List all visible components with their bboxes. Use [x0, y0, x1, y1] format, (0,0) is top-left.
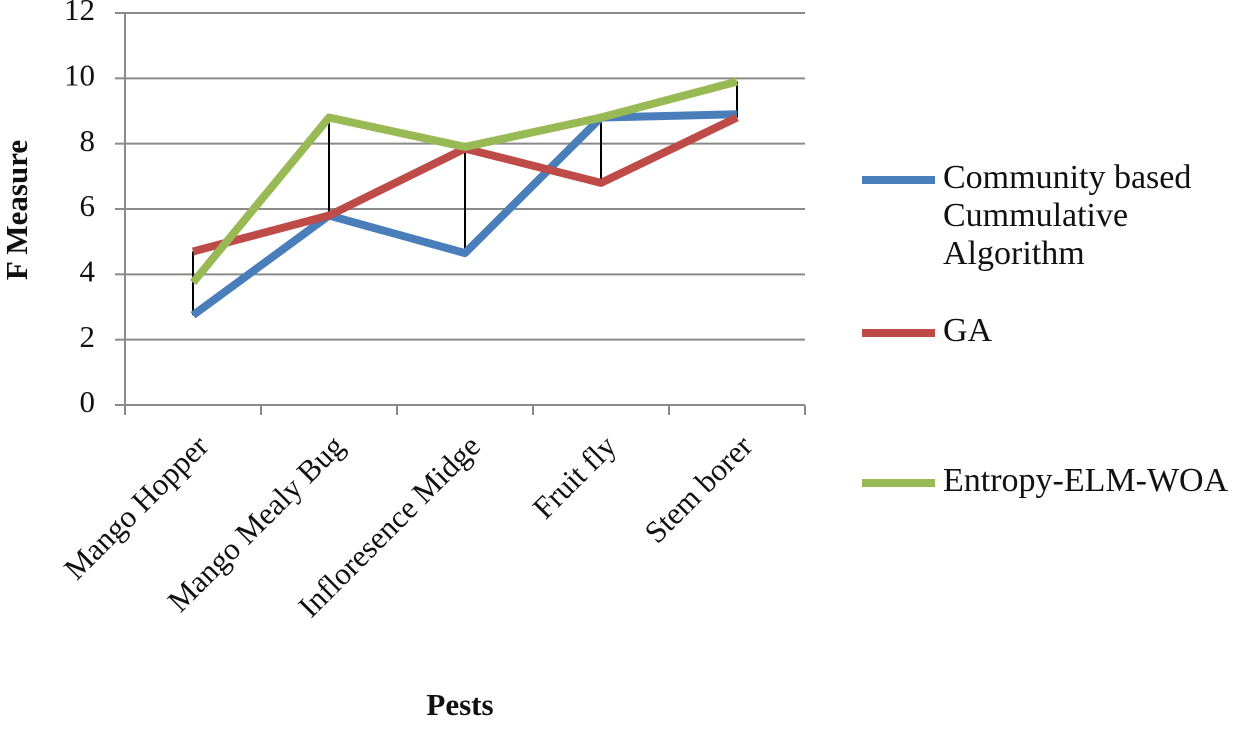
x-tick-label: Fruit fly [526, 428, 624, 526]
legend-label: GA [943, 312, 993, 349]
y-tick-label: 6 [80, 188, 96, 223]
legend-item: GA [943, 312, 993, 349]
legend-label: Entropy-ELM-WOA [943, 462, 1229, 499]
legend-label: Community based Cummulative Algorithm [943, 159, 1192, 272]
series-line [190, 110, 738, 319]
x-tick-label: Stem borer [637, 428, 759, 550]
legend-item: Community based Cummulative Algorithm [943, 159, 1192, 272]
series-line [189, 77, 739, 286]
legend-item: Entropy-ELM-WOA [943, 462, 1229, 499]
y-tick-label: 4 [80, 253, 96, 288]
y-axis-title: F Measure [0, 140, 34, 280]
y-tick-label: 2 [80, 319, 96, 354]
y-tick-label: 12 [64, 0, 95, 27]
y-tick-label: 8 [80, 123, 96, 158]
y-tick-label: 10 [64, 57, 95, 92]
y-tick-label: 0 [80, 384, 96, 419]
x-axis-title: Pests [426, 687, 493, 722]
